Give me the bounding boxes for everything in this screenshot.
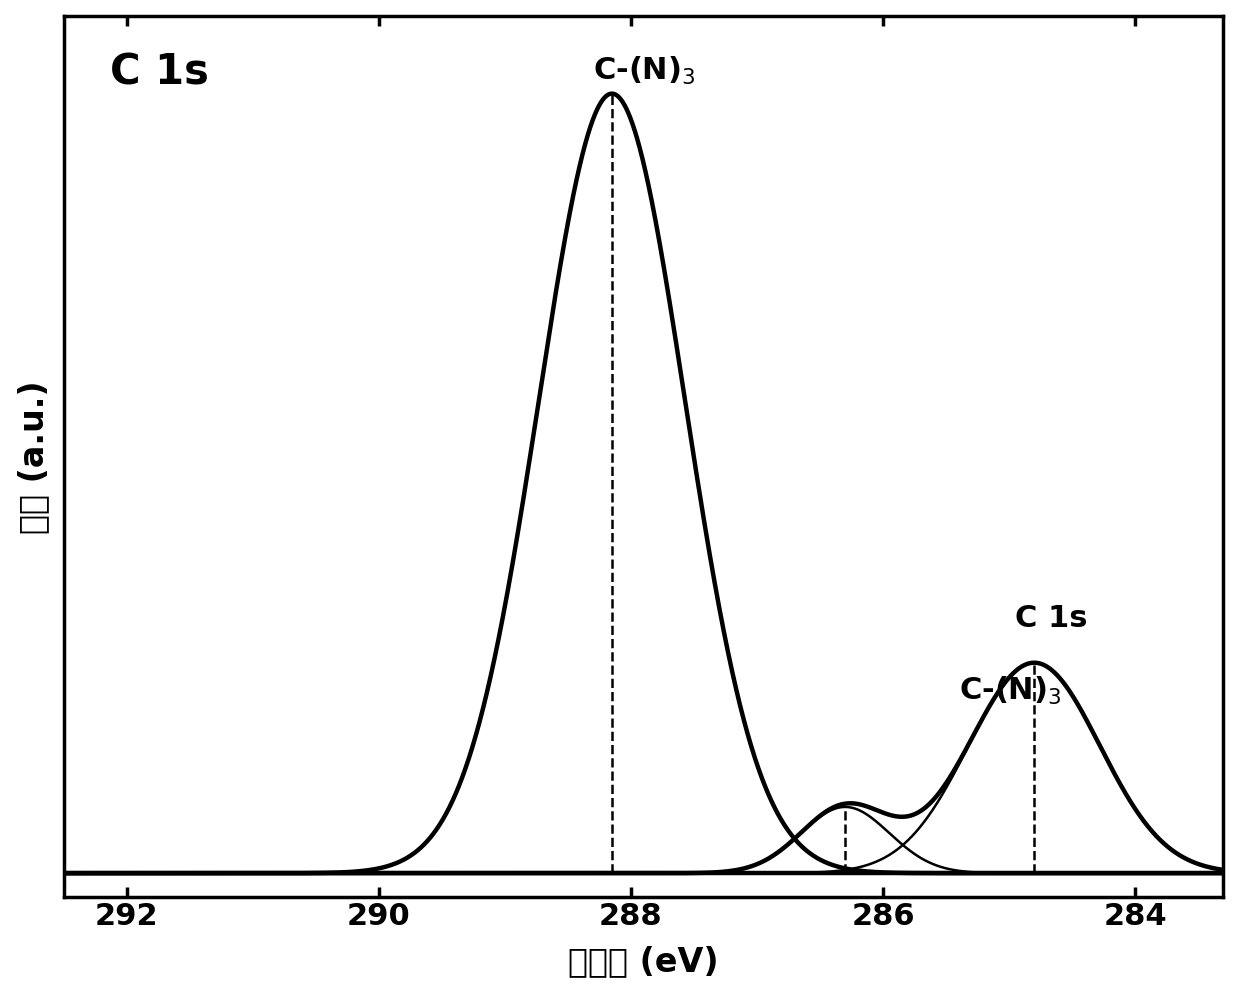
Text: C-(N)$_3$: C-(N)$_3$ [959,674,1061,706]
Text: C-(N)$_3$: C-(N)$_3$ [593,55,696,86]
Y-axis label: 强度 (a.u.): 强度 (a.u.) [16,380,50,534]
Text: C 1s: C 1s [110,52,208,93]
Text: C 1s: C 1s [1016,603,1087,632]
X-axis label: 结合能 (eV): 结合能 (eV) [568,944,719,977]
